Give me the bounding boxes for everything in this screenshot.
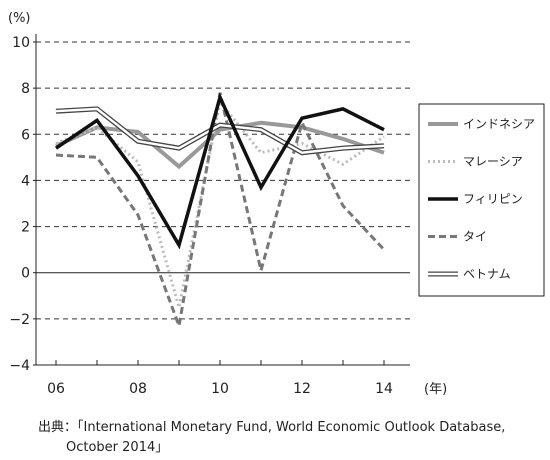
series-line-vietnam-inner <box>55 107 385 154</box>
y-tick-label: 0 <box>21 266 30 282</box>
x-tick-label: 08 <box>129 381 147 397</box>
series-line-philippines <box>55 92 385 250</box>
y-tick-label: 6 <box>21 127 30 143</box>
legend-label-vietnam: ベトナム <box>463 267 511 281</box>
legend-label-malaysia: マレーシア <box>463 155 523 169</box>
legend-label-philippines: フィリピン <box>463 192 523 206</box>
legend-label-indonesia: インドネシア <box>463 117 535 131</box>
source-note: 出典：「International Monetary Fund, World E… <box>38 418 538 458</box>
tick-labels: 10 8 6 4 2 0 −2 −4 06 08 10 12 14 <box>9 35 393 397</box>
source-line-2: October 2014」 <box>66 440 169 455</box>
y-tick-label: 4 <box>21 173 30 189</box>
y-axis-unit-label: (%) <box>8 11 31 26</box>
y-tick-label: −4 <box>9 358 30 374</box>
y-tick-label: 2 <box>21 220 30 236</box>
y-tick-label: −2 <box>9 312 30 328</box>
grid-lines <box>36 41 410 366</box>
y-tick-label: 8 <box>21 81 30 97</box>
x-tick-label: 10 <box>211 381 229 397</box>
series-line-indonesia <box>55 120 385 170</box>
series-lines <box>55 92 386 332</box>
axes <box>33 34 410 366</box>
legend-label-thailand: タイ <box>463 230 487 244</box>
x-tick-label: 12 <box>293 381 311 397</box>
x-axis-unit-label: (年) <box>424 382 447 397</box>
x-tick-label: 06 <box>47 381 65 397</box>
x-tick-label: 14 <box>375 381 393 397</box>
source-line-1: 出典：「International Monetary Fund, World E… <box>38 420 506 435</box>
series-line-thailand <box>55 92 386 332</box>
y-tick-label: 10 <box>12 35 30 51</box>
